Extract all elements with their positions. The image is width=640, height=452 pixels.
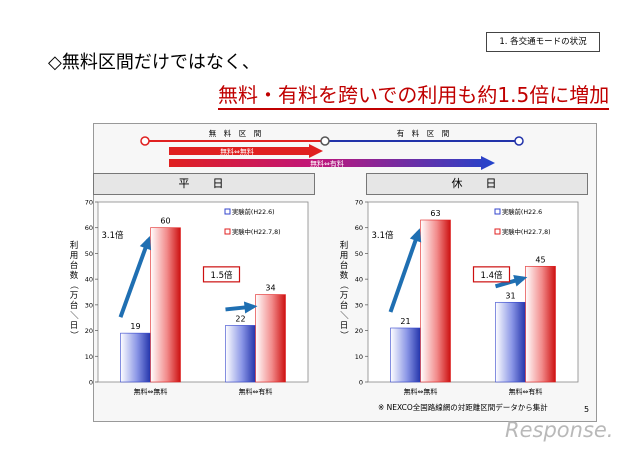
y-axis-label-char: 台 [340, 260, 349, 271]
ratio-arrow-shaft [118, 239, 151, 318]
y-axis-label-char: 数 [340, 270, 349, 281]
y-tick-label: 50 [355, 250, 363, 258]
arrow-free-label: 無料⇔無料 [220, 147, 254, 156]
bar [150, 227, 181, 383]
y-tick-label: 20 [85, 327, 93, 335]
y-tick-label: 0 [89, 379, 93, 387]
panel-title-weekday: 平 日 [93, 173, 315, 195]
page-number: 5 [584, 405, 590, 414]
ratio-label: 3.1倍 [371, 230, 394, 241]
y-tick-label: 40 [355, 276, 363, 284]
panel-title-holiday: 休 日 [366, 173, 588, 195]
y-axis-label-char: （ [338, 281, 349, 290]
y-axis-label-char: （ [68, 281, 79, 290]
legend-swatch [494, 208, 501, 215]
y-axis-label-char: 利 [70, 240, 79, 251]
subheadline: 無料・有料を跨いでの利用も約1.5倍に増加 [218, 83, 610, 110]
data-label: 45 [535, 255, 545, 264]
ratio-arrow-head [409, 228, 422, 243]
bar [120, 332, 151, 383]
y-axis-label-char: 用 [70, 251, 79, 261]
section-tag: 1. 各交通モードの状況 [486, 32, 600, 52]
y-axis-label-char: 台 [340, 300, 349, 311]
y-axis-label-char: 用 [340, 251, 349, 261]
y-tick-label: 50 [85, 250, 93, 258]
y-tick-label: 60 [85, 224, 93, 232]
bar [525, 265, 556, 383]
bar [225, 325, 256, 383]
ratio-box [472, 266, 511, 283]
y-tick-label: 20 [355, 327, 363, 335]
route-start-node [140, 136, 150, 146]
ratio-box [202, 266, 241, 283]
watermark: Response. [505, 418, 614, 442]
arrow-free-free [169, 144, 323, 158]
y-tick-label: 60 [355, 224, 363, 232]
y-axis-label-char: 万 [340, 291, 349, 301]
legend-swatch [224, 208, 231, 215]
data-label: 31 [505, 291, 515, 300]
headline: ◇無料区間だけではなく、 [48, 52, 260, 73]
x-tick-label: 無料⇔有料 [239, 387, 273, 396]
y-tick-label: 10 [355, 353, 363, 361]
legend-label: 実験中(H22.7,8) [232, 227, 281, 236]
data-label: 63 [430, 209, 440, 218]
data-label: 21 [400, 317, 410, 326]
legend-label: 実験前(H22.6) [232, 207, 275, 216]
route-mid-node [320, 136, 330, 146]
x-tick-label: 無料⇔無料 [404, 387, 438, 396]
y-axis-label-char: ／ [338, 311, 348, 320]
legend-swatch [224, 228, 231, 235]
y-axis-label-char: 日 [70, 321, 79, 331]
data-label: 22 [235, 314, 245, 323]
y-tick-label: 0 [359, 379, 363, 387]
toll-section-label: 有 料 区 間 [397, 128, 450, 138]
ratio-arrow-head [243, 301, 258, 314]
route-diagram: 無 料 区 間 有 料 区 間 無料⇔無料 無料⇔有料 [140, 128, 524, 170]
y-axis-label-char: 日 [340, 321, 349, 331]
y-axis-label-char: 利 [340, 240, 349, 251]
route-end-node [514, 136, 524, 146]
ratio-arrow-head [513, 274, 528, 287]
bar [255, 294, 286, 383]
ratio-arrow-head [139, 235, 152, 251]
data-label: 60 [160, 217, 170, 226]
y-axis-label-char: 台 [70, 300, 79, 311]
arrow-mixed-label: 無料⇔有料 [310, 159, 344, 168]
ratio-label: 3.1倍 [101, 230, 124, 241]
y-axis-label-char: 万 [70, 291, 79, 301]
x-tick-label: 無料⇔有料 [509, 387, 543, 396]
legend-label: 実験前(H22.6 [502, 207, 542, 216]
free-section-label: 無 料 区 間 [209, 128, 262, 138]
ratio-label: 1.5倍 [210, 270, 233, 281]
y-tick-label: 40 [85, 276, 93, 284]
y-tick-label: 70 [355, 199, 363, 207]
y-tick-label: 10 [85, 353, 93, 361]
arrow-free-toll [169, 156, 495, 170]
bar [390, 327, 421, 383]
bar [495, 301, 526, 383]
y-axis-label-char: 数 [70, 270, 79, 281]
y-axis-label-char: 台 [70, 260, 79, 271]
footnote: ※ NEXCO全国路線網の対距離区間データから集計 [378, 403, 548, 412]
chart-weekday: 010203040506070利用台数（万台／日）1960無料⇔無料2234無料… [68, 199, 309, 396]
y-axis-label-char: ／ [68, 311, 78, 320]
x-tick-label: 無料⇔無料 [134, 387, 168, 396]
data-label: 19 [130, 322, 140, 331]
legend-label: 実験中(H22.7,8) [502, 227, 551, 236]
chart-holiday: 010203040506070利用台数（万台／日）2163無料⇔無料3145無料… [338, 199, 579, 396]
y-tick-label: 30 [355, 301, 363, 309]
y-tick-label: 70 [85, 199, 93, 207]
y-tick-label: 30 [85, 301, 93, 309]
y-axis-label-char: ） [338, 331, 349, 340]
legend-swatch [494, 228, 501, 235]
y-axis-label-char: ） [68, 331, 79, 340]
ratio-label: 1.4倍 [480, 270, 503, 281]
bar [420, 219, 451, 383]
ratio-arrow-shaft [388, 231, 421, 313]
data-label: 34 [265, 284, 275, 293]
